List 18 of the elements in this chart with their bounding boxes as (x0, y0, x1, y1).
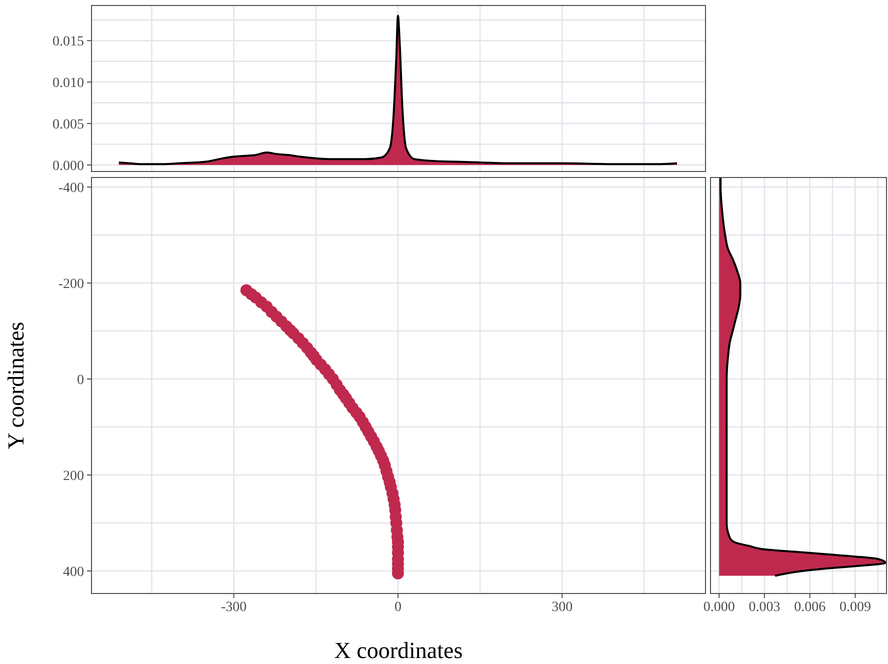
x-tick-label: 0.009 (839, 600, 871, 615)
x-tick-label: 0.003 (748, 600, 780, 615)
y-tick-label: 0.010 (52, 76, 84, 92)
x-axis-title: X coordinates (334, 638, 463, 663)
y-axis-title: Y coordinates (4, 322, 28, 450)
x-tick-label: -300 (220, 600, 247, 615)
y-tick-label: 0 (77, 373, 84, 388)
y-tick-label: 200 (63, 468, 84, 484)
x-tick-label: 300 (552, 600, 573, 615)
y-tick-label: 0.005 (52, 118, 84, 133)
x-tick-label: 0.006 (794, 600, 826, 615)
y-tick-label: 0.015 (52, 34, 84, 50)
y-tick-label: 400 (63, 564, 84, 580)
x-tick-label: 0.000 (703, 600, 735, 615)
x-tick-label: 0 (394, 600, 402, 615)
y-tick-label: -200 (58, 277, 84, 292)
y-tick-label: 0.000 (52, 158, 84, 174)
y-tick-label: -400 (58, 181, 84, 196)
